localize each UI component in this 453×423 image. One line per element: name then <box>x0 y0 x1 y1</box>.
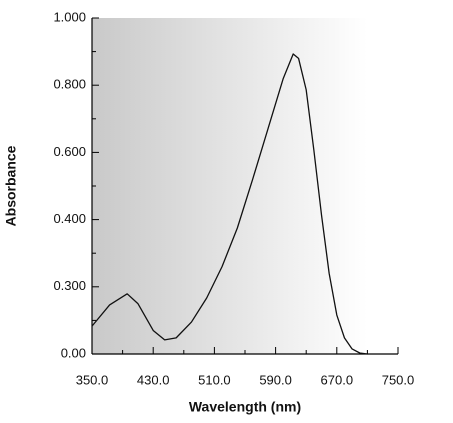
y-tick-label: 1.000 <box>53 9 86 24</box>
x-tick-label: 670.0 <box>321 372 354 387</box>
y-axis-title: Absorbance <box>3 145 19 226</box>
x-tick-label: 590.0 <box>259 372 292 387</box>
x-tick-label: 750.0 <box>382 372 415 387</box>
x-tick-label: 430.0 <box>137 372 170 387</box>
x-axis-title: Wavelength (nm) <box>189 399 301 415</box>
y-tick-label: 0.300 <box>53 278 86 293</box>
y-tick-label: 0.00 <box>61 345 86 360</box>
x-tick-label: 510.0 <box>198 372 231 387</box>
y-tick-label: 0.400 <box>53 211 86 226</box>
x-tick-label: 350.0 <box>76 372 109 387</box>
line-series <box>91 53 368 355</box>
y-tick-label: 0.800 <box>53 77 86 92</box>
plot-background <box>92 18 382 354</box>
y-tick-label: 0.600 <box>53 144 86 159</box>
